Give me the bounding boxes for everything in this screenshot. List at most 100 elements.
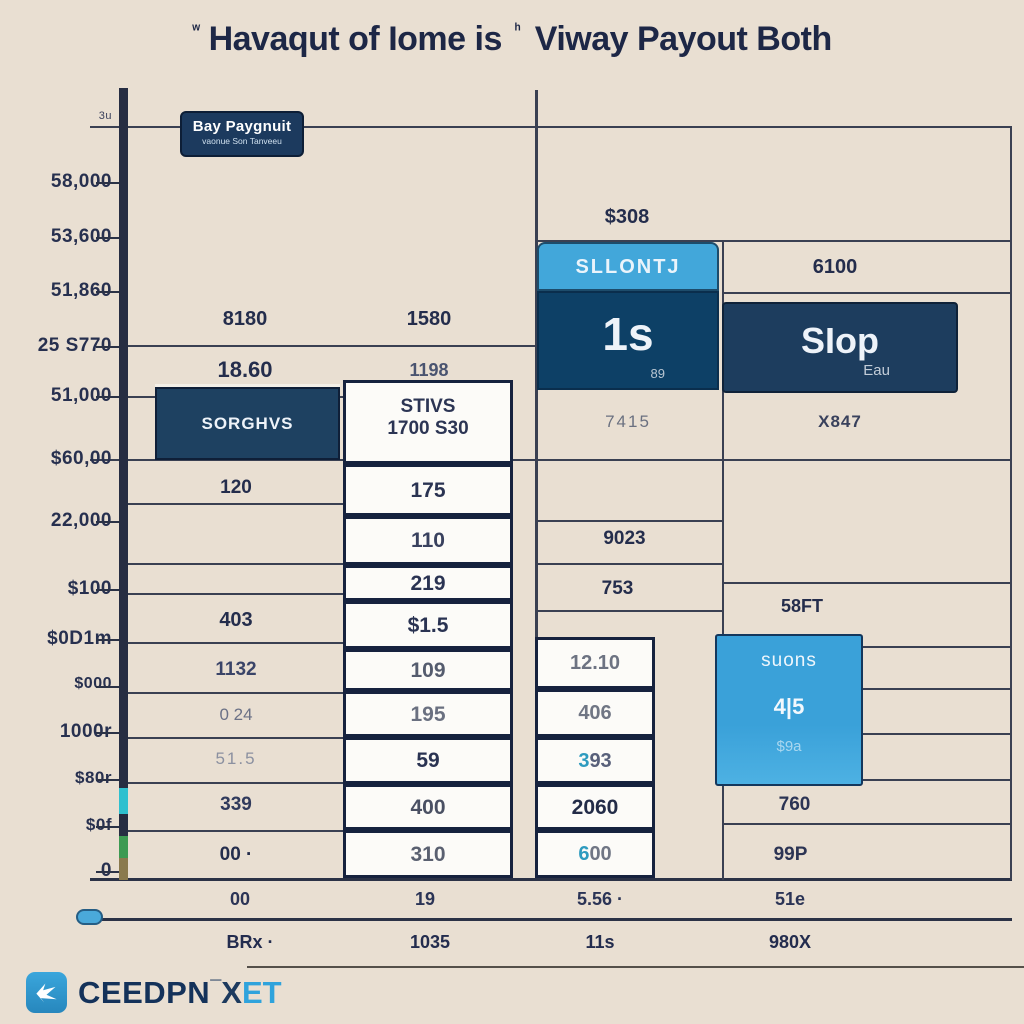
bird-glyph-icon <box>36 983 57 1003</box>
gridline <box>128 345 535 347</box>
col1-cell: 51.5 <box>215 749 257 768</box>
col4-bar-label: SIop <box>801 320 879 361</box>
gridline <box>90 126 1012 128</box>
y-axis-label: $0D1m <box>47 628 112 649</box>
gridline <box>128 593 343 595</box>
gridline <box>862 779 1012 781</box>
y-axis-tick <box>96 871 126 873</box>
y-axis-label: 51,000 <box>50 385 112 406</box>
y-axis-label: $100 <box>67 578 112 599</box>
logo-text-mark: ¯ <box>210 977 222 1000</box>
y-axis-tick <box>96 291 126 293</box>
legend-line-1: Bay Paygnuit <box>192 118 292 135</box>
col2-value-box: 175 <box>343 464 513 516</box>
col4-below-label: X847 <box>818 412 862 431</box>
col3-header-sllontj: SLLONTJ <box>537 242 719 291</box>
col3-value-box: 393 <box>535 737 655 784</box>
x-axis-label-row2: 980X <box>768 932 812 952</box>
legend-line-2: vaonue Son Tanveeu <box>202 136 282 146</box>
y-axis-tick <box>96 346 126 348</box>
col1-cell: 403 <box>219 609 253 631</box>
gridline <box>90 459 1012 461</box>
gridline <box>128 642 343 644</box>
box-text: 406 <box>578 702 612 724</box>
col2-value-box: 59 <box>343 737 513 784</box>
y-axis-label: $60,00 <box>50 448 112 469</box>
legend: Bay Paygnuit vaonue Son Tanveeu <box>180 111 304 157</box>
blue-box-line-1: suons <box>761 650 817 671</box>
col1-cell: 0 24 <box>219 705 253 724</box>
col2-top-label: 1580 <box>406 308 452 330</box>
logo-text-primary: CEEDPN <box>78 974 211 1010</box>
gridline <box>862 688 1012 690</box>
title-tail: Viway Payout Both <box>534 20 832 58</box>
box-text: 2060 <box>571 796 619 819</box>
y-axis-tick <box>96 237 126 239</box>
y-axis-segment-green <box>119 836 128 858</box>
title-mark-1: ʷ <box>192 21 200 38</box>
col1-bar-sorghvs: SORGHVS <box>155 387 340 460</box>
gridline <box>535 240 1012 242</box>
y-axis-label: 25 S770 <box>37 335 112 356</box>
gridline <box>128 737 343 739</box>
page-title: ʷ Havaqut of Iome is ʰ Viway Payout Both <box>0 20 1024 59</box>
y-axis-tick <box>96 826 126 828</box>
logo-text-accent: ET <box>241 974 282 1010</box>
gridline <box>722 823 1012 825</box>
y-axis-label: 58,000 <box>50 171 112 192</box>
y-axis-label: 0 <box>0 860 112 882</box>
col3-below-label: 7415 <box>605 412 651 431</box>
x-axis-label: 00 <box>229 889 251 909</box>
col1-mid-label: 18.60 <box>217 357 273 382</box>
col1-cell: 120 <box>220 477 252 498</box>
col3-value-box: 2060 <box>535 784 655 830</box>
gridline-vertical <box>722 240 724 880</box>
y-axis-segment-olive <box>119 858 128 880</box>
col2-title-line-1: STIVS <box>400 396 456 417</box>
gridline <box>128 782 343 784</box>
col3-value-box: 12.10 <box>535 637 655 689</box>
gridline <box>535 520 722 522</box>
col4-cell: 760 <box>778 794 811 815</box>
col2-value-box: 400 <box>343 784 513 830</box>
gridline <box>535 563 722 565</box>
x-axis-label: 19 <box>414 889 436 909</box>
col3-mid-label-1: 9023 <box>603 528 646 549</box>
y-axis-tick <box>96 732 126 734</box>
col1-top-label: 8180 <box>222 308 268 330</box>
col2-value-box: 310 <box>343 830 513 878</box>
blue-box-line-2: 4|5 <box>773 694 805 719</box>
x-axis-label-row2: 1035 <box>409 932 451 952</box>
col2-value-box: 110 <box>343 516 513 565</box>
y-axis-segment-cyan <box>119 788 128 814</box>
gridline <box>128 563 343 565</box>
gridline-vertical <box>1010 126 1012 880</box>
x-axis-label-row2: 11s <box>585 932 615 952</box>
logo-text-x: X <box>221 974 242 1010</box>
gridline <box>722 582 1012 584</box>
col4-bar-sub-label: Eau <box>863 362 890 379</box>
col2-title-line-2: 1700 S30 <box>387 418 469 439</box>
gridline <box>722 292 1012 294</box>
y-axis-tick <box>96 182 126 184</box>
y-axis-tick <box>96 521 126 523</box>
col3-top-label: $308 <box>604 206 650 228</box>
col4-mid-label: 58FT <box>780 596 823 616</box>
axis-pill-marker <box>76 909 103 925</box>
y-axis-label: 1000r <box>59 721 112 742</box>
x-axis-label: 51e <box>774 889 806 909</box>
y-axis-label: $000 <box>74 675 112 692</box>
y-axis-label: $0f <box>85 815 112 834</box>
box-prefix: 3 <box>578 750 590 772</box>
col2-value-box: 195 <box>343 691 513 737</box>
col2-value-box: $1.5 <box>343 601 513 649</box>
col3-bar-small-label: 89 <box>650 366 665 381</box>
gridline <box>128 503 343 505</box>
y-axis-tick <box>96 396 126 398</box>
col3-bar-big-label: 1s <box>602 308 654 360</box>
y-axis-tick <box>96 589 126 591</box>
col3-value-box: 600 <box>535 830 655 878</box>
col2-value-box: 219 <box>343 565 513 601</box>
y-axis-top-label: 3u <box>98 110 112 122</box>
